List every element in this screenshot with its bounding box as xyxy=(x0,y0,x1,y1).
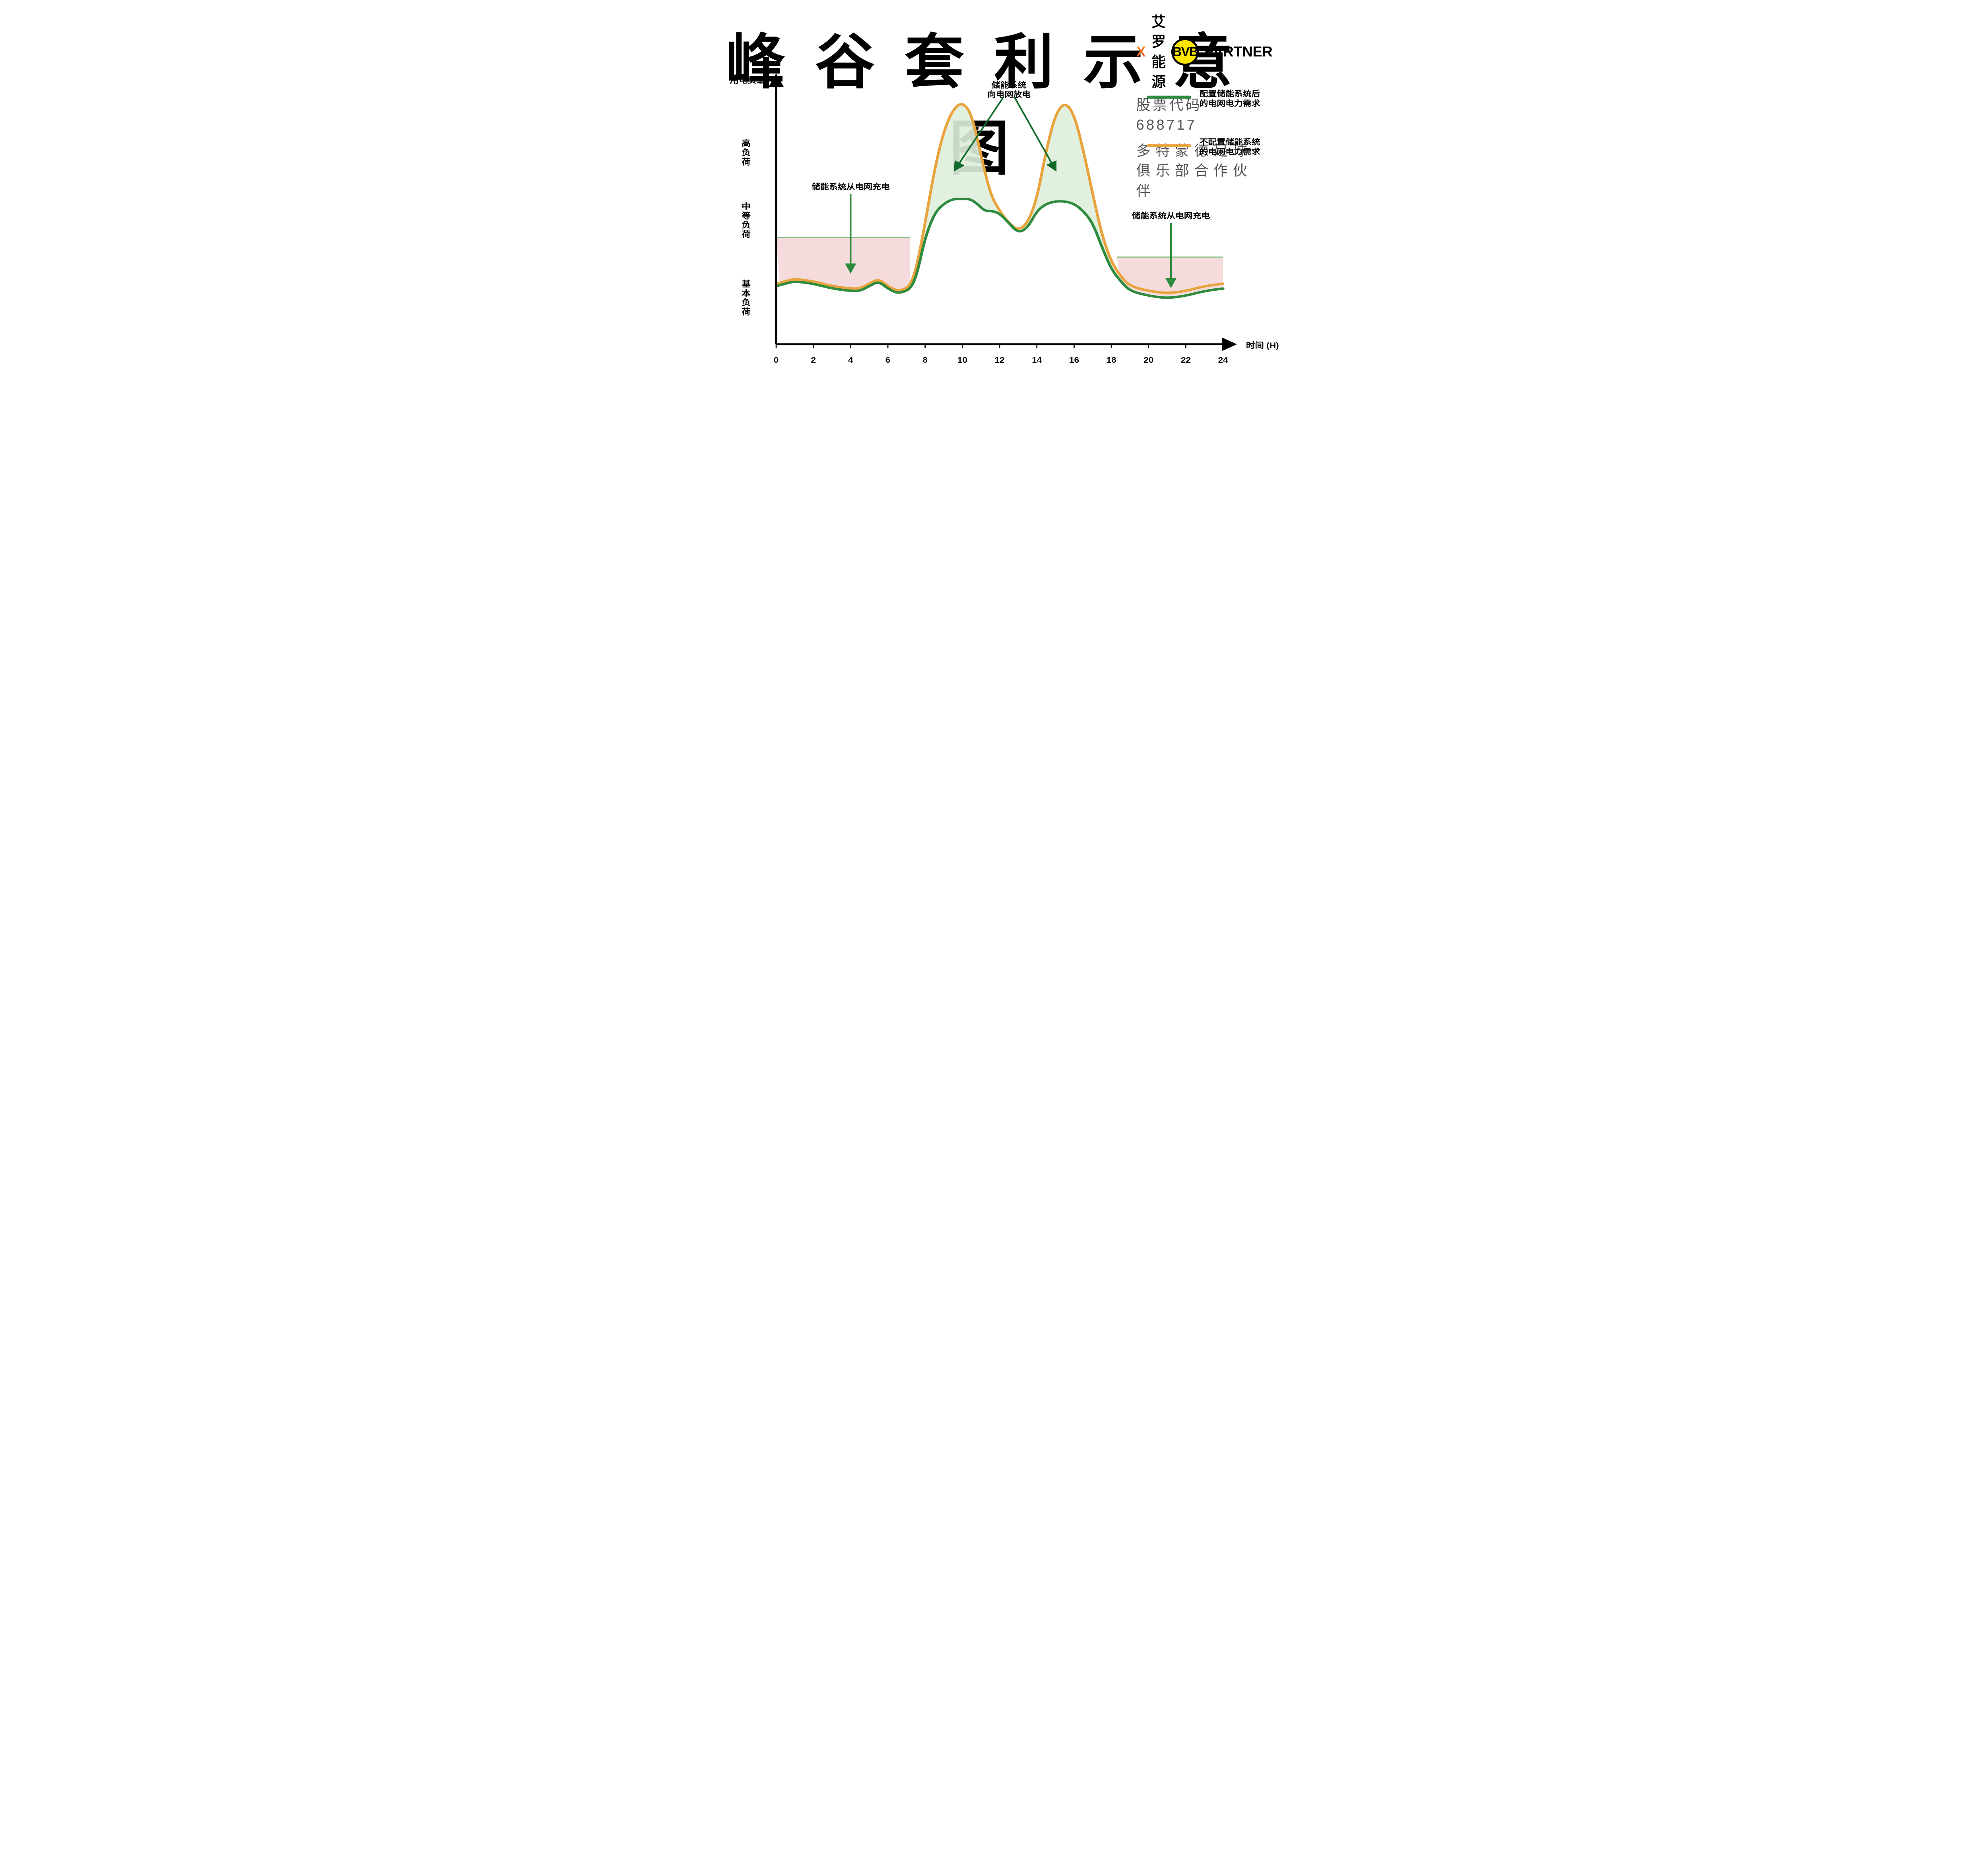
y-cat-char: 本 xyxy=(742,289,751,298)
legend-label: 不配置储能系统 xyxy=(1199,138,1260,147)
logo-x-icon: X xyxy=(1136,42,1146,62)
y-cat-char: 负 xyxy=(742,148,751,157)
x-tick-label: 0 xyxy=(773,356,779,365)
x-tick-label: 10 xyxy=(957,356,967,365)
x-tick-label: 18 xyxy=(1106,356,1116,365)
y-cat-char: 等 xyxy=(742,211,751,220)
x-tick-label: 12 xyxy=(994,356,1004,365)
y-cat-char: 基 xyxy=(742,280,751,289)
chart: 024681012141618202224时间 (H)用电负载高负荷中等负荷基本… xyxy=(722,71,1267,383)
x-axis-title: 时间 (H) xyxy=(1246,341,1279,350)
y-cat-char: 荷 xyxy=(742,307,751,317)
annotation-label: 储能系统 xyxy=(991,80,1026,89)
logo-partner: PARTNER xyxy=(1204,42,1272,62)
x-tick-label: 2 xyxy=(811,356,816,365)
legend-label: 的电网电力需求 xyxy=(1199,147,1260,156)
annotation-label: 向电网放电 xyxy=(987,90,1031,99)
x-tick-label: 4 xyxy=(848,356,853,365)
y-cat-char: 中 xyxy=(742,202,751,211)
charge-region-0 xyxy=(776,237,910,293)
page: 峰谷套利示意图 X 艾罗能源 BVB PARTNER 股票代码 688717 多… xyxy=(698,0,1290,395)
x-tick-label: 20 xyxy=(1143,356,1153,365)
annotation-label: 储能系统从电网充电 xyxy=(812,182,890,191)
discharge-region xyxy=(914,102,1111,281)
legend-label: 配置储能系统后 xyxy=(1199,89,1260,98)
bvb-icon: BVB xyxy=(1171,38,1198,65)
x-tick-label: 24 xyxy=(1218,356,1228,365)
y-axis-title: 用电负载 xyxy=(730,75,766,85)
y-cat-char: 负 xyxy=(742,221,751,230)
chart-svg: 024681012141618202224时间 (H)用电负载高负荷中等负荷基本… xyxy=(722,71,1267,383)
x-tick-label: 16 xyxy=(1069,356,1079,365)
y-cat-char: 负 xyxy=(742,298,751,307)
y-cat-char: 荷 xyxy=(742,230,751,239)
x-tick-label: 6 xyxy=(885,356,890,365)
legend-label: 的电网电力需求 xyxy=(1199,99,1260,108)
y-cat-char: 高 xyxy=(742,138,751,148)
x-tick-label: 8 xyxy=(922,356,928,365)
x-tick-label: 22 xyxy=(1180,356,1190,365)
annotation-label: 储能系统从电网充电 xyxy=(1132,211,1210,220)
x-tick-label: 14 xyxy=(1032,356,1042,365)
y-cat-char: 荷 xyxy=(742,157,751,167)
